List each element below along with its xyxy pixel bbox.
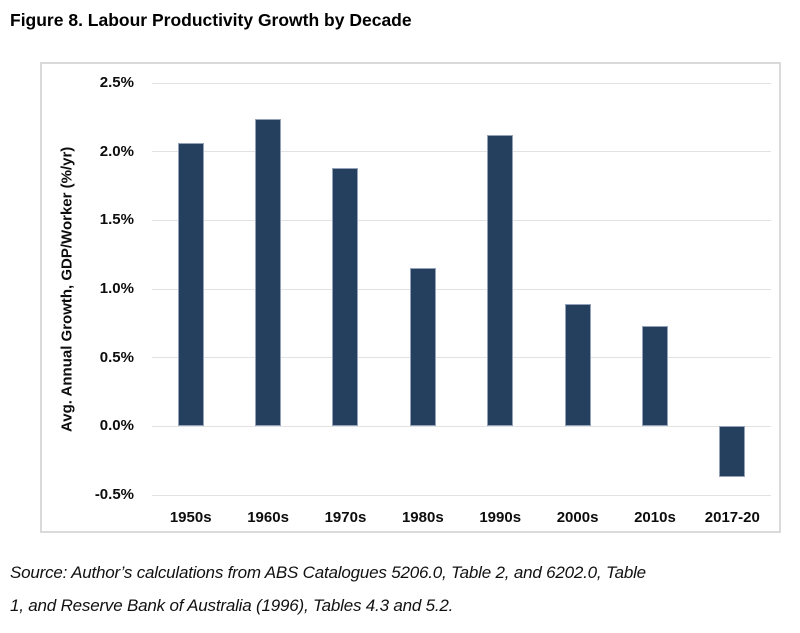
x-tick-label: 2017-20 <box>704 509 760 526</box>
bar-1990s <box>487 135 514 427</box>
x-tick-label: 1950s <box>169 509 212 526</box>
y-gridline <box>152 357 771 359</box>
x-tick-label: 1980s <box>401 509 444 526</box>
y-tick-label: 1.0% <box>99 280 134 297</box>
bar-1950s <box>177 143 204 427</box>
bar-1960s <box>255 118 282 427</box>
chart-frame: Avg. Annual Growth, GDP/Worker (%/yr) 2.… <box>40 62 781 533</box>
y-tick-label: 1.5% <box>99 211 134 229</box>
x-tick-label: 1960s <box>247 509 289 526</box>
x-tick-label: 1970s <box>324 509 367 526</box>
y-gridline <box>152 425 771 427</box>
y-tick-label: 0.0% <box>99 417 134 435</box>
y-gridline <box>152 494 771 496</box>
bar-1980s <box>409 268 436 427</box>
y-tick-label: 0.5% <box>99 348 134 366</box>
y-tick-label: -0.5% <box>94 486 134 503</box>
x-tick-label: 2010s <box>634 509 676 526</box>
source-note: Source: Author’s calculations from ABS C… <box>10 556 788 622</box>
y-gridline <box>152 151 771 153</box>
x-tick-label: 1990s <box>479 509 522 526</box>
figure-title: Figure 8. Labour Productivity Growth by … <box>10 10 412 30</box>
bar-2017-20 <box>719 426 746 478</box>
source-line-1: Source: Author’s calculations from ABS C… <box>10 563 646 582</box>
y-gridline <box>152 82 771 84</box>
y-gridline <box>152 288 771 290</box>
y-tick-label: 2.0% <box>99 142 134 160</box>
bar-2010s <box>641 326 668 427</box>
bar-1970s <box>332 168 359 427</box>
x-tick-label: 2000s <box>556 509 599 526</box>
y-tick-label: 2.5% <box>99 74 134 91</box>
bar-2000s <box>564 304 591 427</box>
source-line-2: 1, and Reserve Bank of Australia (1996),… <box>10 596 454 615</box>
y-gridline <box>152 219 771 221</box>
